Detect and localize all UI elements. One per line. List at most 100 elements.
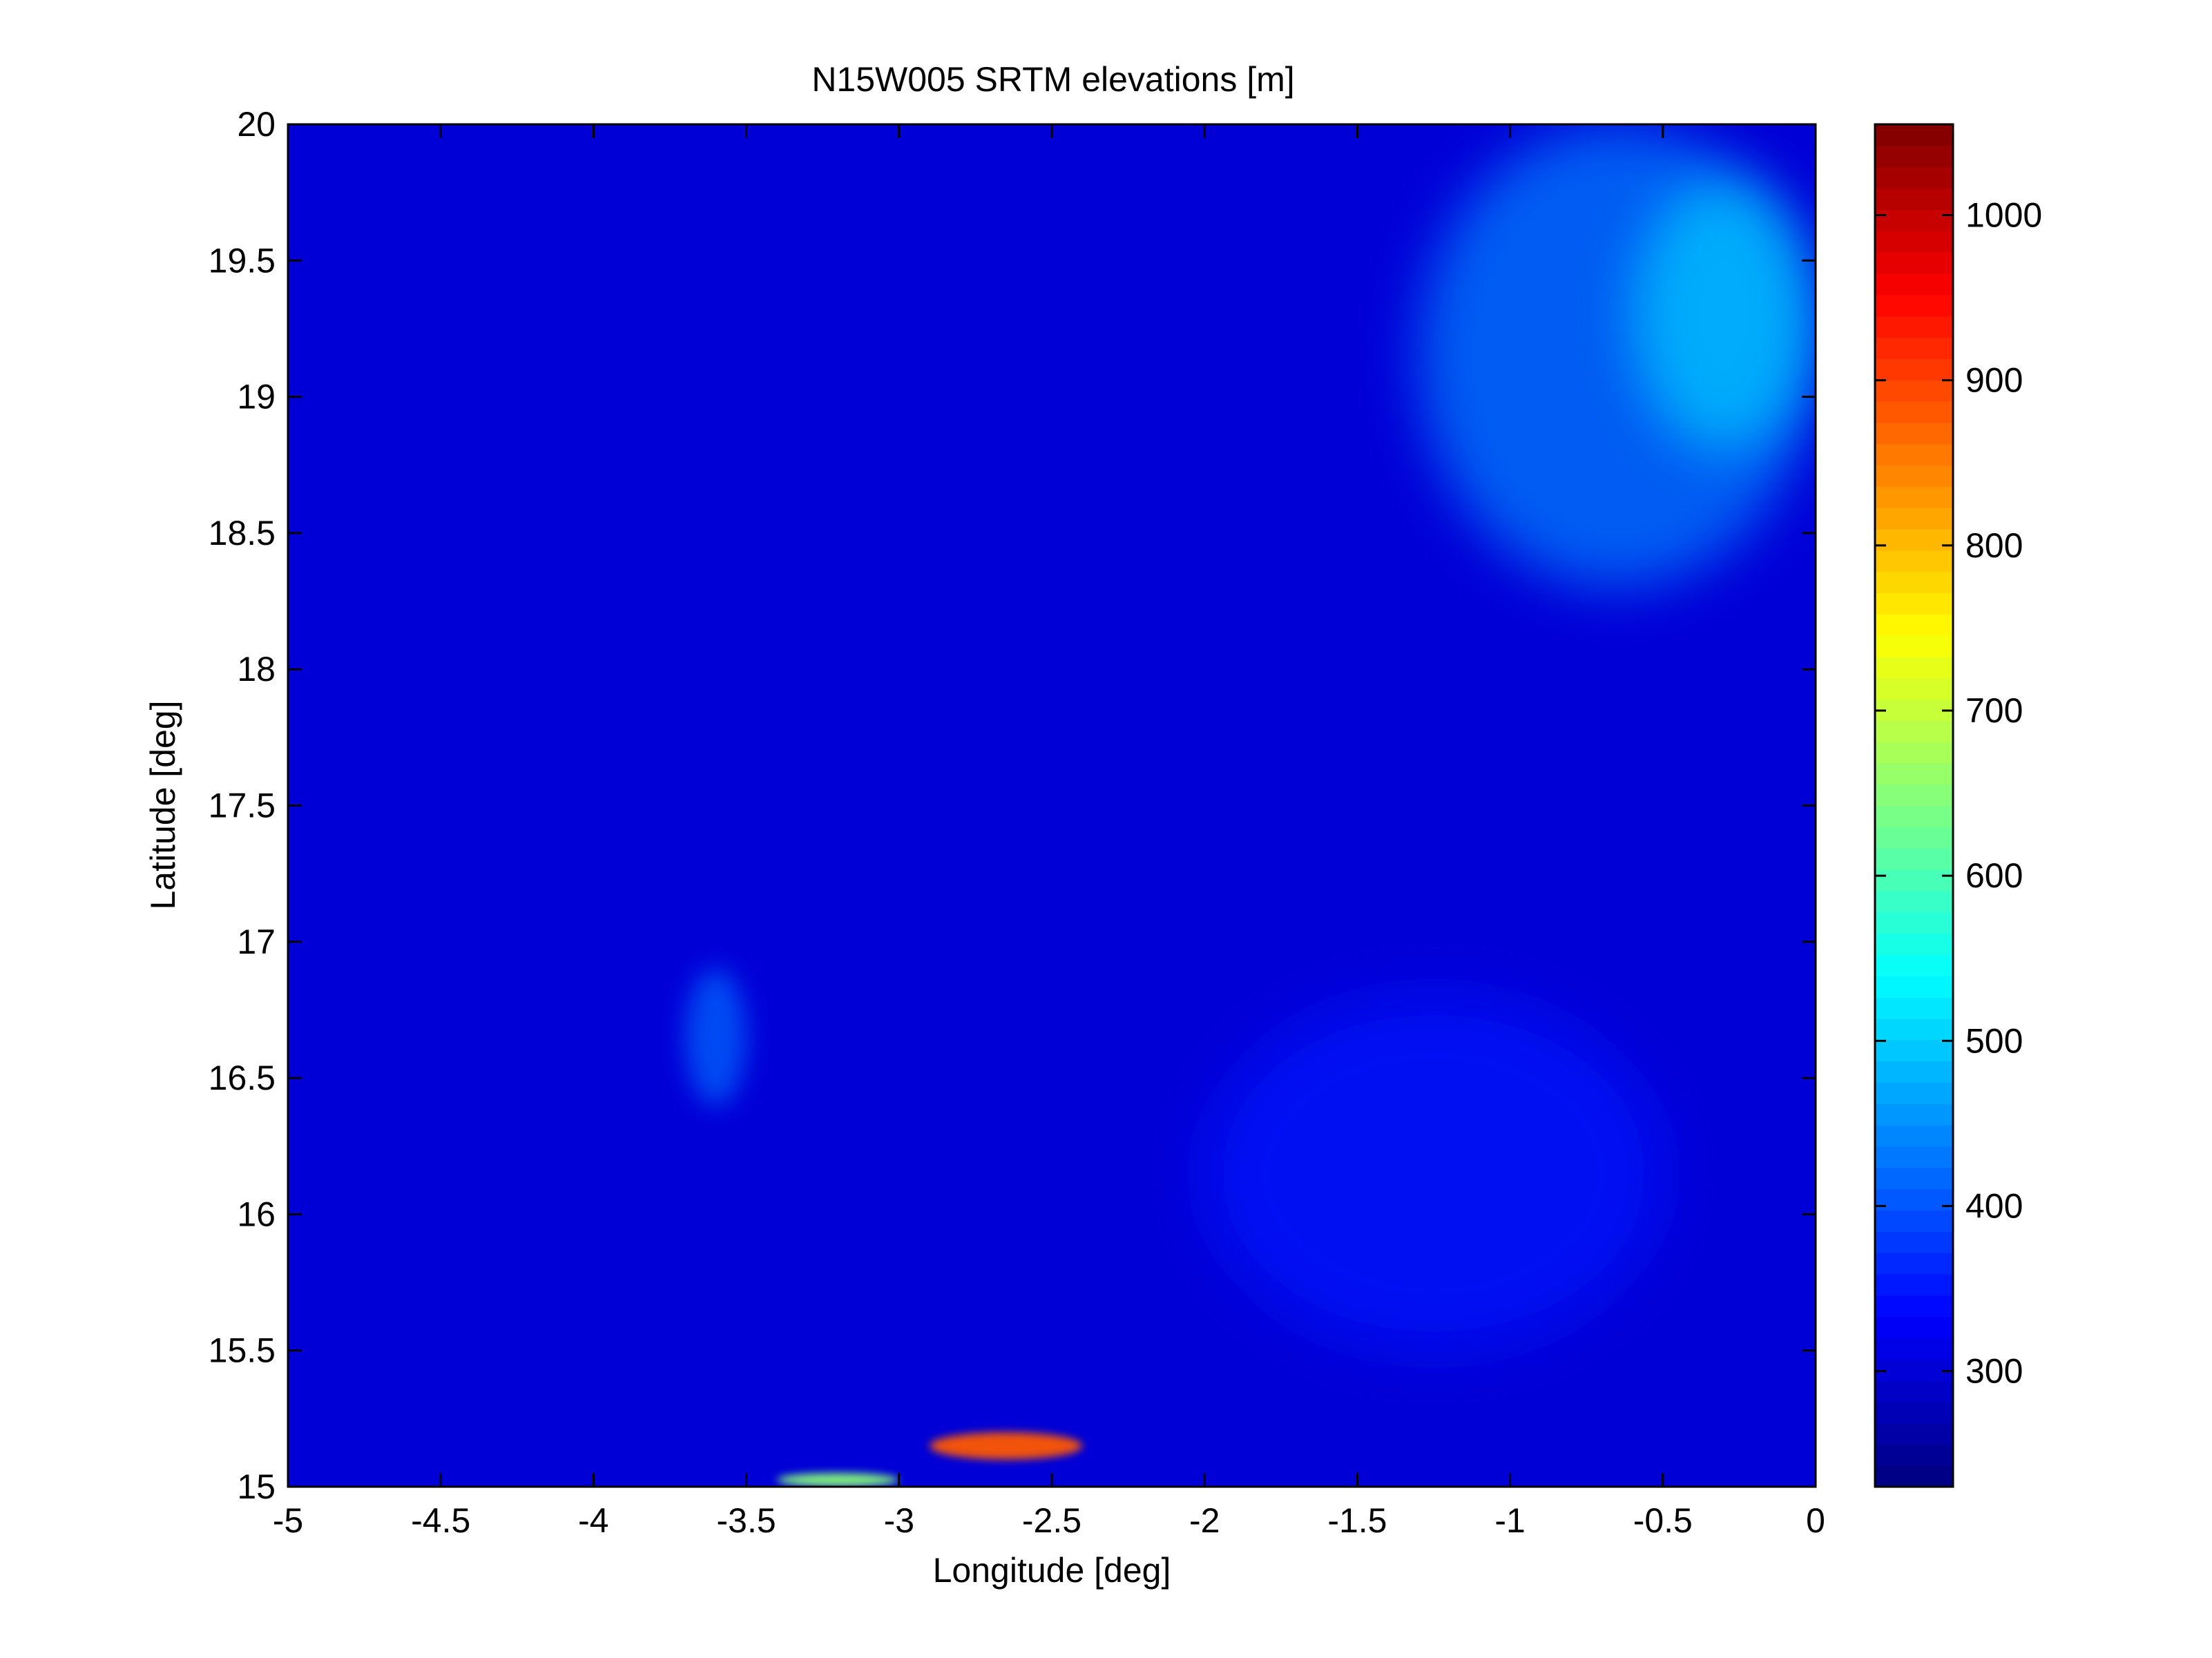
colorbar-tick-label: 900 [1965,361,2023,400]
heatmap-region [1632,178,1816,452]
colorbar-band [1875,486,1953,508]
colorbar-band [1875,1465,1953,1487]
colorbar-band [1875,614,1953,636]
colorbar-band [1875,550,1953,572]
colorbar-band [1875,699,1953,721]
colorbar-band [1875,592,1953,615]
colorbar-band [1875,273,1953,296]
colorbar-band [1875,443,1953,466]
x-tick-label: -3 [884,1501,914,1540]
colorbar-band [1875,379,1953,402]
y-tick-label: 16.5 [209,1059,276,1097]
colorbar-frame [1874,123,1954,1488]
colorbar-band [1875,976,1953,998]
colorbar-band [1875,1380,1953,1402]
y-tick-label: 18 [237,650,276,688]
y-tick-label: 16 [237,1195,276,1233]
y-tick-label: 15.5 [209,1331,276,1370]
colorbar-band [1875,805,1953,828]
colorbar-band [1875,528,1953,551]
colorbar-tick-label: 600 [1965,856,2023,895]
x-tick-label: -5 [273,1501,303,1540]
colorbar-band [1875,1018,1953,1041]
colorbar-band [1875,1103,1953,1126]
colorbar-tick-label: 700 [1965,691,2023,730]
colorbar-band [1875,465,1953,487]
colorbar-band [1875,422,1953,445]
colorbar-band [1875,188,1953,211]
colorbar-band [1875,166,1953,189]
colorbar-band [1875,401,1953,423]
y-tick-label: 15 [237,1467,276,1506]
colorbar-band [1875,251,1953,274]
colorbar-band [1875,1210,1953,1232]
colorbar-band [1875,294,1953,317]
y-axis-label: Latitude [deg] [144,700,182,909]
colorbar-tick-label: 300 [1965,1352,2023,1391]
colorbar-band [1875,848,1953,870]
colorbar-band [1875,1252,1953,1275]
colorbar-band [1875,1401,1953,1424]
colorbar-band [1875,1338,1953,1360]
colorbar-band [1875,912,1953,934]
heatmap-region [685,969,747,1106]
heatmap-region [930,1432,1083,1460]
colorbar-band [1875,1167,1953,1190]
colorbar-band [1875,1295,1953,1318]
heatmap-region [776,1473,899,1487]
y-tick-label: 19 [237,378,276,416]
colorbar-tick-label: 800 [1965,526,2023,565]
heatmap [288,124,1816,1487]
colorbar-band [1875,742,1953,764]
colorbar-tick-label: 500 [1965,1021,2023,1060]
colorbar-band [1875,1273,1953,1296]
colorbar-band [1875,1444,1953,1466]
colorbar-band [1875,1124,1953,1147]
x-tick-label: -1 [1494,1501,1525,1540]
y-tick-label: 19.5 [209,241,276,280]
colorbar-band [1875,635,1953,657]
x-axis-label: Longitude [deg] [933,1551,1171,1590]
colorbar-band [1875,358,1953,380]
colorbar-band [1875,209,1953,231]
colorbar-band [1875,1423,1953,1445]
colorbar: 300 400 500 600 700 800 900 1000 [1874,123,2042,1488]
colorbar-band [1875,996,1953,1019]
y-tick-label: 17 [237,923,276,961]
colorbar-band [1875,656,1953,679]
colorbar-band [1875,571,1953,594]
colorbar-band [1875,1061,1953,1083]
colorbar-band [1875,890,1953,913]
colorbar-band [1875,1146,1953,1168]
colorbar-band [1875,954,1953,976]
colorbar-band [1875,677,1953,700]
heatmap-region [1204,996,1663,1351]
colorbar-tick-label: 400 [1965,1186,2023,1225]
y-tick-label: 20 [237,105,276,144]
colorbar-tick-label: 1000 [1965,196,2042,235]
colorbar-band [1875,145,1953,168]
x-tick-label: -4.5 [411,1501,470,1540]
colorbar-band [1875,1039,1953,1062]
colorbar-band [1875,1316,1953,1339]
y-tick-label: 18.5 [209,514,276,552]
colorbar-band [1875,762,1953,785]
colorbar-band [1875,507,1953,530]
chart-title: N15W005 SRTM elevations [m] [811,60,1294,99]
colorbar-band [1875,784,1953,807]
x-tick-label: -4 [578,1501,608,1540]
colorbar-band [1875,124,1953,146]
colorbar-band [1875,1231,1953,1253]
colorbar-axis: 300 400 500 600 700 800 900 1000 [1875,196,2042,1391]
colorbar-gradient [1875,124,1953,1487]
y-axis: 15 15.5 16 16.5 17 17.5 18 18.5 19 19.5 20 [209,105,1816,1506]
y-tick-label: 17.5 [209,787,276,825]
colorbar-band [1875,1082,1953,1104]
colorbar-band [1875,869,1953,891]
x-axis: -5 -4.5 -4 -3.5 -3 -2.5 -2 -1.5 -1 -0.5 0 [273,124,1825,1540]
x-tick-label: -1.5 [1327,1501,1387,1540]
x-tick-label: -0.5 [1633,1501,1693,1540]
x-tick-label: -2.5 [1022,1501,1081,1540]
colorbar-band [1875,1188,1953,1211]
